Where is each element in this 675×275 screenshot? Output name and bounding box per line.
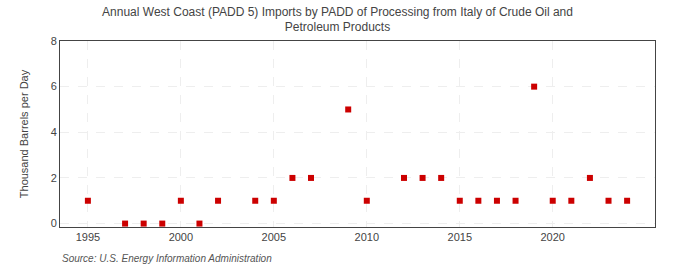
svg-text:8: 8 <box>51 35 57 47</box>
svg-text:2000: 2000 <box>169 231 193 243</box>
svg-text:2020: 2020 <box>540 231 564 243</box>
svg-text:1995: 1995 <box>76 231 100 243</box>
svg-text:Annual West Coast (PADD 5) Imp: Annual West Coast (PADD 5) Imports by PA… <box>102 5 573 35</box>
svg-text:4: 4 <box>51 126 57 138</box>
svg-text:2: 2 <box>51 172 57 184</box>
svg-text:6: 6 <box>51 80 57 92</box>
svg-text:Thousand Barrels per Day: Thousand Barrels per Day <box>18 69 30 198</box>
svg-text:2005: 2005 <box>262 231 286 243</box>
svg-text:Source: U.S. Energy Informatio: Source: U.S. Energy Information Administ… <box>62 253 272 264</box>
svg-text:2015: 2015 <box>448 231 472 243</box>
svg-text:2010: 2010 <box>355 231 379 243</box>
svg-text:0: 0 <box>51 217 57 229</box>
